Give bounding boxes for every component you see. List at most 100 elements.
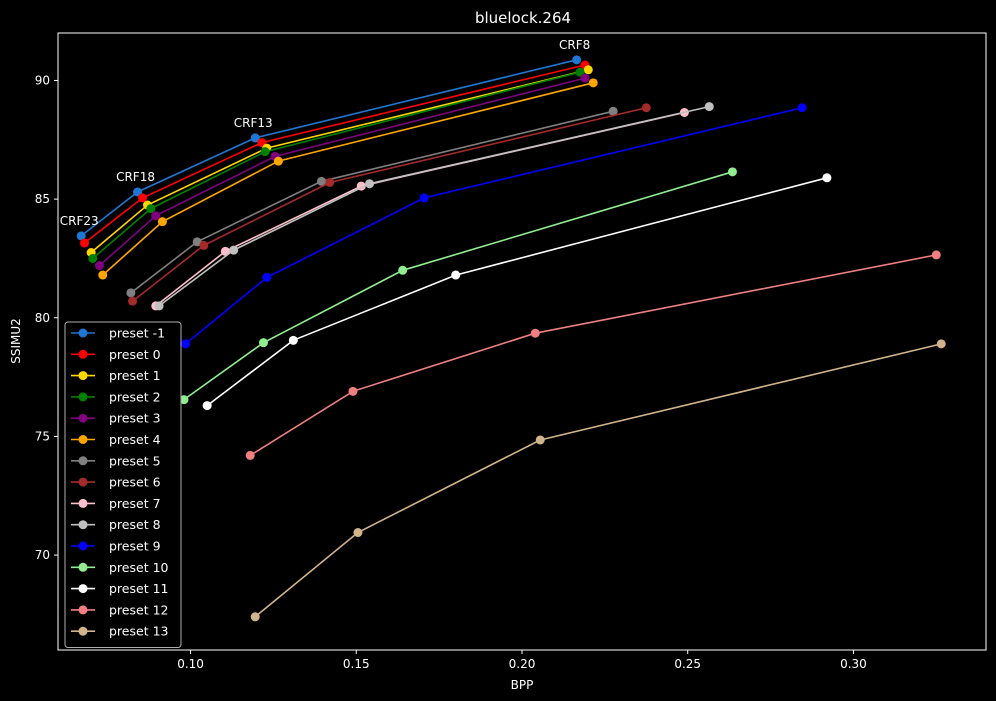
legend-label: preset 1 [109,368,161,383]
data-point [229,245,239,255]
data-point [245,450,255,460]
y-tick-label: 70 [35,548,50,562]
data-point [704,102,714,112]
data-point [250,612,260,622]
legend-label: preset 8 [109,517,161,532]
series [94,73,590,271]
series [76,55,582,241]
series-line [183,171,733,401]
y-tick-label: 90 [35,73,50,87]
legend-label: preset 10 [109,560,169,575]
series [88,67,585,263]
data-point [157,217,167,227]
data-point [936,339,946,349]
data-point [451,270,461,280]
data-point [94,261,104,271]
annotation-layer: CRF8 CRF13 CRF18 CRF23 [60,38,591,228]
y-tick-label: 75 [35,429,50,443]
legend-item: preset 0 [71,347,161,362]
series-line [249,254,937,457]
series-line [102,82,594,276]
series [154,102,714,311]
data-point [353,528,363,538]
series-line [90,69,589,254]
legend-marker [78,349,88,359]
legend-item: preset -1 [71,326,165,341]
series-line [92,71,581,260]
data-point [154,301,164,311]
legend-item: preset 10 [71,560,169,575]
data-point [80,238,90,248]
y-axis-label: SSIMU2 [9,318,23,364]
x-tick-label: 0.20 [509,657,536,671]
data-point [220,246,230,256]
series [181,103,807,349]
data-point [641,103,651,113]
legend-item: preset 7 [71,496,161,511]
data-point [797,103,807,113]
data-point [126,288,136,298]
series [179,167,737,405]
legend-item: preset 3 [71,411,161,426]
data-point [199,240,209,250]
x-tick-label: 0.10 [177,657,204,671]
data-point [365,179,375,189]
annotation-label: CRF8 [559,38,590,52]
series [202,173,832,411]
data-point [398,265,408,275]
legend: preset -1 preset 0 preset 1 preset 2 preset … [64,321,182,648]
annotation-label: CRF18 [116,170,155,184]
y-tick-label: 85 [35,192,50,206]
series-line [84,64,586,244]
legend-label: preset 6 [109,475,161,490]
legend-label: preset 12 [109,602,168,617]
legend-box [64,321,182,648]
series-line [98,77,586,267]
legend-item: preset 4 [71,432,161,447]
series [245,250,941,460]
data-point [419,193,429,203]
legend-item: preset 12 [71,602,168,617]
data-point [88,253,98,263]
legend-marker [78,498,88,508]
data-point [192,237,202,247]
annotation-label: CRF23 [60,214,99,228]
legend-marker [78,477,88,487]
chart-title: bluelock.264 [475,9,571,27]
legend-label: preset 7 [109,496,161,511]
series-line [80,59,577,237]
x-axis-label: BPP [511,678,534,692]
legend-marker [78,541,88,551]
series [250,339,946,622]
data-point [535,435,545,445]
legend-label: preset 11 [109,581,168,596]
legend-marker [78,584,88,594]
data-point [98,270,108,280]
data-point [76,231,86,241]
y-tick-label: 80 [35,311,50,325]
legend-label: preset 0 [109,347,161,362]
x-tick-label: 0.30 [840,657,867,671]
data-point [348,386,358,396]
x-tick-label: 0.25 [674,657,701,671]
data-point [258,338,268,348]
data-point [931,250,941,260]
data-point [146,204,156,214]
data-point [179,395,189,405]
data-point [288,335,298,345]
legend-marker [78,562,88,572]
data-point [138,193,148,203]
legend-marker [78,626,88,636]
legend-label: preset 4 [109,432,161,447]
legend-label: preset 13 [109,624,168,639]
data-point [583,65,593,75]
series-line [132,107,647,302]
legend-label: preset 2 [109,389,161,404]
data-point [588,78,598,88]
data-point [325,178,335,188]
data-point [727,167,737,177]
legend-marker [78,520,88,530]
series-line [185,107,803,345]
legend-item: preset 13 [71,624,168,639]
